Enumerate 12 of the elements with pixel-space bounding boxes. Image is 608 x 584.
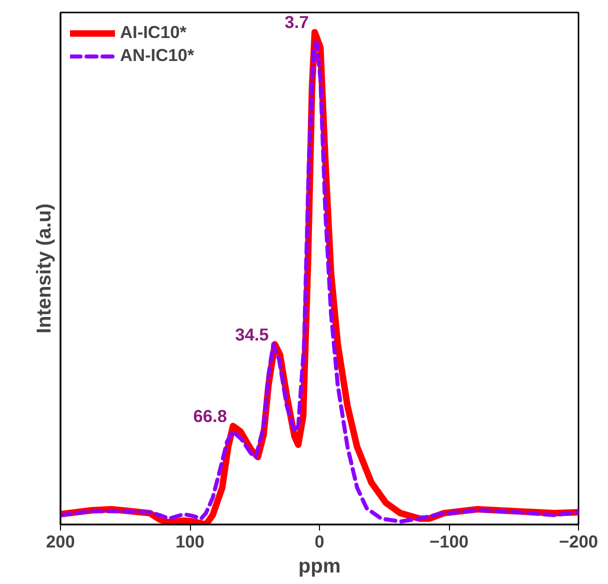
x-tick-label: 200 (46, 532, 75, 552)
legend-label: AN-IC10* (120, 45, 194, 66)
annotation: 34.5 (235, 324, 270, 344)
x-tick-label: 100 (176, 532, 204, 552)
annotation: 66.8 (193, 406, 228, 426)
x-tick-label: −100 (429, 532, 469, 552)
x-axis-title: ppm (298, 556, 341, 578)
legend-label: AI-IC10* (120, 22, 186, 43)
x-tick-label: 0 (314, 532, 324, 552)
y-axis-title: Intensity (a.u) (34, 203, 56, 334)
annotation: 3.7 (284, 12, 309, 32)
x-tick-label: −200 (558, 532, 598, 552)
